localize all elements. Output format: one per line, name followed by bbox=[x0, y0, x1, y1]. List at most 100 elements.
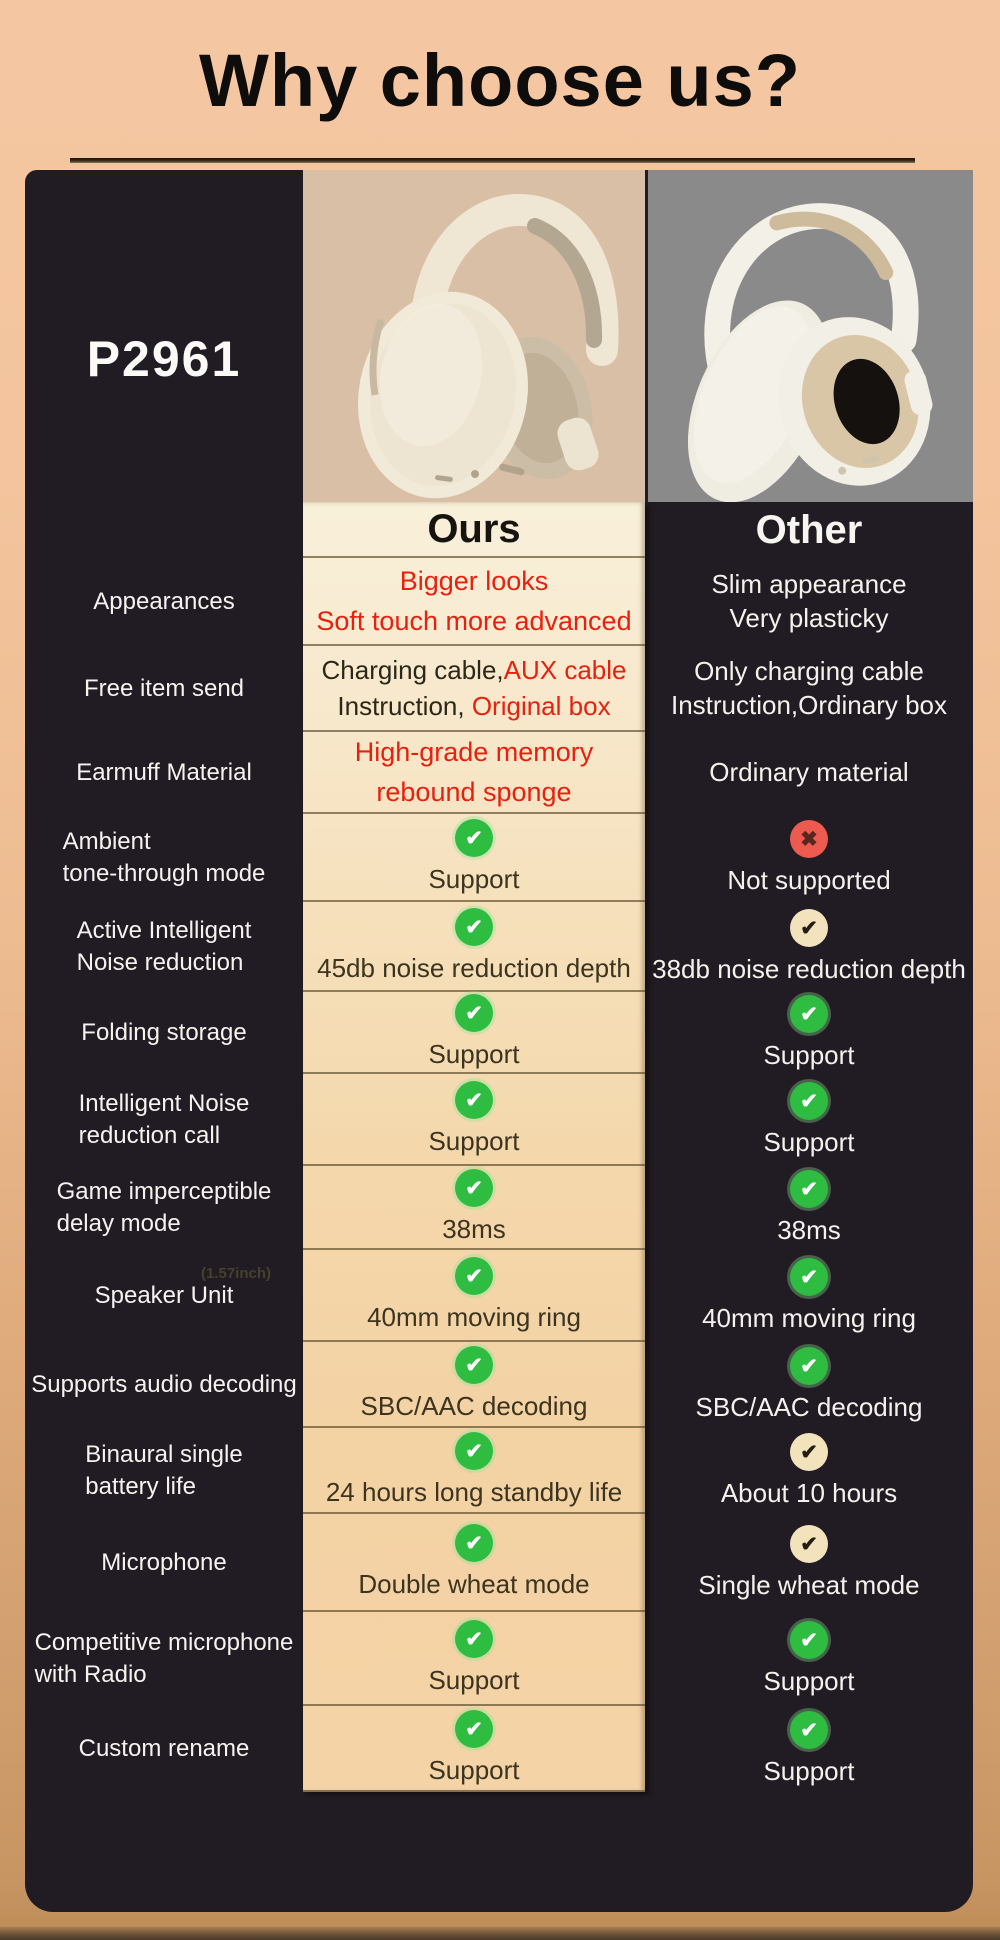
feature-label-microphone: Microphone bbox=[101, 1548, 227, 1576]
feature-label-battery-life: Binaural single battery life bbox=[85, 1440, 243, 1500]
feature-label-competitive-microphone: Competitive microphone with Radio bbox=[34, 1628, 294, 1688]
other-microphone-cell: Single wheat mode bbox=[645, 1514, 973, 1612]
check-icon bbox=[455, 1169, 493, 1208]
ours-decoding-cell: SBC/AAC decoding bbox=[303, 1342, 645, 1428]
other-free-item-cell: Only charging cable Instruction,Ordinary… bbox=[645, 646, 973, 732]
other-battery-cell: About 10 hours bbox=[645, 1428, 973, 1514]
ours-noise-cell: 45db noise reduction depth bbox=[303, 902, 645, 992]
feature-label-appearances: Appearances bbox=[93, 587, 235, 615]
ours-delay-text: 38ms bbox=[442, 1214, 506, 1245]
check-icon bbox=[790, 1258, 828, 1297]
other-radio-cell: Support bbox=[645, 1612, 973, 1706]
feature-label-ambient-mode: Ambient tone-through mode bbox=[62, 827, 266, 887]
speaker-size-note: (1.57inch) bbox=[200, 1265, 271, 1283]
ours-battery-cell: 24 hours long standby life bbox=[303, 1428, 645, 1514]
comparison-table: P2961 bbox=[25, 170, 973, 1792]
header-spacer bbox=[25, 502, 303, 558]
other-ambient-text: Not supported bbox=[727, 865, 891, 896]
other-speaker-cell: 40mm moving ring bbox=[645, 1250, 973, 1342]
check-icon bbox=[455, 908, 493, 947]
other-ambient-cell: Not supported bbox=[645, 814, 973, 902]
comparison-panel: P2961 bbox=[25, 170, 973, 1912]
feature-label-earmuff-material: Earmuff Material bbox=[76, 758, 252, 786]
ours-free-item-line2: Instruction, Original box bbox=[337, 691, 611, 721]
other-microphone-text: Single wheat mode bbox=[698, 1570, 920, 1601]
ours-battery-text: 24 hours long standby life bbox=[325, 1477, 623, 1508]
other-radio-text: Support bbox=[763, 1666, 855, 1697]
other-decoding-cell: SBC/AAC decoding bbox=[645, 1342, 973, 1428]
ours-free-item-cell: Charging cable,AUX cable Instruction, Or… bbox=[303, 646, 645, 732]
check-icon bbox=[790, 1433, 828, 1472]
ours-ambient-text: Support bbox=[428, 864, 520, 895]
ours-decoding-text: SBC/AAC decoding bbox=[360, 1391, 588, 1422]
check-icon bbox=[455, 1620, 493, 1659]
feature-label-custom-rename: Custom rename bbox=[78, 1734, 250, 1762]
other-folding-cell: Support bbox=[645, 992, 973, 1074]
other-earmuff-cell: Ordinary material bbox=[645, 732, 973, 814]
other-product-photo bbox=[645, 170, 973, 502]
other-delay-text: 38ms bbox=[777, 1215, 841, 1246]
feature-label-audio-decoding: Supports audio decoding bbox=[31, 1370, 297, 1398]
check-icon bbox=[455, 1432, 493, 1471]
other-appearances-cell: Slim appearance Very plasticky bbox=[645, 558, 973, 646]
page-title: Why choose us? bbox=[199, 39, 801, 122]
feature-label-folding-storage: Folding storage bbox=[81, 1018, 247, 1046]
ours-product-photo bbox=[303, 170, 645, 502]
column-header-other: Other bbox=[755, 507, 863, 552]
other-call-cell: Support bbox=[645, 1074, 973, 1166]
ours-rename-cell: Support bbox=[303, 1706, 645, 1792]
column-header-ours: Ours bbox=[303, 502, 645, 558]
ours-radio-cell: Support bbox=[303, 1612, 645, 1706]
ours-appearances-text: Bigger looks Soft touch more advanced bbox=[316, 565, 632, 637]
ours-radio-text: Support bbox=[428, 1665, 520, 1696]
check-icon bbox=[455, 1710, 493, 1749]
other-battery-text: About 10 hours bbox=[720, 1478, 898, 1509]
check-icon bbox=[790, 909, 828, 948]
check-icon bbox=[455, 1257, 493, 1296]
feature-label-game-delay: Game imperceptible delay mode bbox=[56, 1177, 272, 1237]
feature-label-speaker-unit: Speaker Unit bbox=[94, 1281, 234, 1309]
title-underline bbox=[70, 158, 915, 163]
ours-ambient-cell: Support bbox=[303, 814, 645, 902]
ours-rename-text: Support bbox=[428, 1755, 520, 1786]
check-icon bbox=[455, 1524, 493, 1563]
check-icon bbox=[455, 994, 493, 1033]
ours-folding-cell: Support bbox=[303, 992, 645, 1074]
other-earmuff-text: Ordinary material bbox=[709, 757, 909, 788]
ours-appearances-cell: Bigger looks Soft touch more advanced bbox=[303, 558, 645, 646]
other-headphones-image bbox=[687, 203, 933, 502]
other-noise-text: 38db noise reduction depth bbox=[652, 954, 966, 985]
other-folding-text: Support bbox=[763, 1040, 855, 1071]
other-delay-cell: 38ms bbox=[645, 1166, 973, 1250]
ours-column-background bbox=[303, 502, 645, 1792]
ours-noise-text: 45db noise reduction depth bbox=[317, 953, 631, 984]
cross-icon bbox=[790, 820, 828, 859]
feature-label-free-item-send: Free item send bbox=[83, 674, 245, 702]
other-free-item-text: Only charging cable Instruction,Ordinary… bbox=[670, 656, 947, 720]
feature-label-noise-reduction: Active Intelligent Noise reduction bbox=[76, 916, 252, 976]
check-icon bbox=[455, 819, 493, 858]
ours-speaker-text: 40mm moving ring bbox=[367, 1302, 581, 1333]
check-icon bbox=[790, 1525, 828, 1564]
check-icon bbox=[790, 995, 828, 1034]
check-icon bbox=[455, 1346, 493, 1385]
other-appearances-text: Slim appearance Very plasticky bbox=[711, 569, 907, 633]
check-icon bbox=[790, 1347, 828, 1386]
ours-earmuff-cell: High-grade memory rebound sponge bbox=[303, 732, 645, 814]
ours-call-text: Support bbox=[428, 1126, 520, 1157]
ours-headphones-image bbox=[358, 194, 619, 499]
check-icon bbox=[790, 1711, 828, 1750]
check-icon bbox=[790, 1082, 828, 1121]
other-speaker-text: 40mm moving ring bbox=[702, 1303, 916, 1334]
other-rename-text: Support bbox=[763, 1756, 855, 1787]
ours-folding-text: Support bbox=[428, 1039, 520, 1070]
other-noise-cell: 38db noise reduction depth bbox=[645, 902, 973, 992]
bottom-border-strip bbox=[0, 1927, 1000, 1940]
feature-label-noise-reduction-call: Intelligent Noise reduction call bbox=[78, 1089, 250, 1149]
other-call-text: Support bbox=[763, 1127, 855, 1158]
check-icon bbox=[790, 1170, 828, 1209]
ours-microphone-text: Double wheat mode bbox=[358, 1569, 590, 1600]
ours-call-cell: Support bbox=[303, 1074, 645, 1166]
other-decoding-text: SBC/AAC decoding bbox=[695, 1392, 923, 1423]
check-icon bbox=[455, 1081, 493, 1120]
